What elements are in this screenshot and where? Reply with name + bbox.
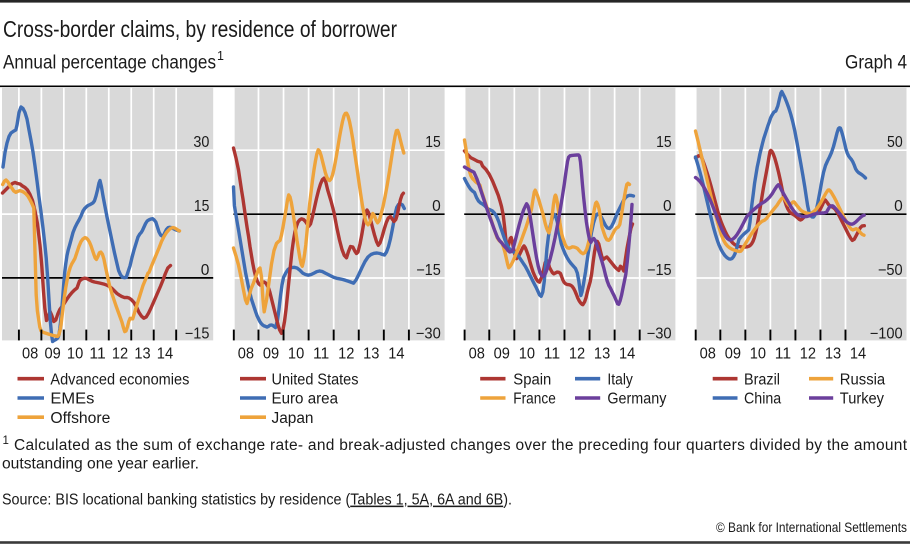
svg-text:−15: −15 [647,262,672,279]
svg-text:14: 14 [619,346,636,363]
svg-text:08: 08 [469,346,485,363]
svg-text:08: 08 [238,346,254,363]
svg-text:14: 14 [388,346,405,363]
svg-text:15: 15 [194,198,210,215]
svg-text:10: 10 [519,346,536,363]
svg-text:Russia: Russia [840,371,886,388]
svg-text:Graph 4: Graph 4 [845,52,907,73]
svg-text:09: 09 [263,346,279,363]
svg-text:13: 13 [363,346,379,363]
svg-text:Germany: Germany [607,391,666,408]
svg-text:EMEs: EMEs [50,391,94,408]
svg-text:10: 10 [67,346,84,363]
svg-text:10: 10 [750,346,767,363]
svg-text:Japan: Japan [272,410,314,427]
svg-text:Annual percentage changes: Annual percentage changes [3,52,216,73]
svg-text:−30: −30 [647,326,672,343]
svg-text:11: 11 [89,346,105,363]
svg-text:−15: −15 [185,326,210,343]
svg-text:Italy: Italy [607,371,633,388]
svg-text:Brazil: Brazil [744,371,780,388]
svg-text:Turkey: Turkey [840,391,884,408]
svg-text:Advanced economies: Advanced economies [50,371,189,388]
svg-text:30: 30 [193,134,209,151]
svg-text:Spain: Spain [513,371,551,388]
svg-text:13: 13 [134,346,150,363]
svg-text:12: 12 [338,346,354,363]
svg-text:13: 13 [594,346,610,363]
svg-text:United States: United States [272,371,359,388]
svg-text:0: 0 [663,198,672,215]
svg-text:09: 09 [494,346,510,363]
svg-text:14: 14 [850,346,867,363]
svg-text:−15: −15 [416,262,441,279]
svg-text:© Bank for International Settl: © Bank for International Settlements [716,520,907,535]
svg-text:12: 12 [112,346,128,363]
svg-text:15: 15 [656,134,672,151]
svg-text:11: 11 [775,346,791,363]
svg-text:09: 09 [44,346,60,363]
svg-text:11: 11 [313,346,329,363]
svg-text:15: 15 [425,134,441,151]
svg-text:1: 1 [217,49,224,63]
svg-text:11: 11 [544,346,560,363]
svg-text:0: 0 [201,262,210,279]
svg-text:China: China [744,391,782,408]
svg-text:10: 10 [288,346,305,363]
svg-text:0: 0 [894,198,903,215]
svg-text:−30: −30 [416,326,441,343]
svg-text:50: 50 [887,134,903,151]
svg-text:outstanding one year earlier.: outstanding one year earlier. [2,455,199,472]
svg-text:12: 12 [800,346,816,363]
svg-text:09: 09 [725,346,741,363]
svg-text:−100: −100 [870,326,903,343]
svg-text:France: France [513,391,556,408]
svg-text:13: 13 [825,346,841,363]
svg-text:Offshore: Offshore [50,410,110,427]
svg-text:08: 08 [700,346,716,363]
svg-text:12: 12 [569,346,585,363]
svg-text:Source: BIS locational banking: Source: BIS locational banking statistic… [2,492,512,509]
svg-text:0: 0 [432,198,441,215]
svg-text:08: 08 [22,346,38,363]
svg-text:Euro area: Euro area [272,391,339,408]
svg-text:14: 14 [157,346,174,363]
svg-text:1: 1 [3,435,9,447]
svg-text:Calculated as the sum of excha: Calculated as the sum of exchange rate- … [14,437,908,454]
svg-text:Cross-border claims, by reside: Cross-border claims, by residence of bor… [3,16,397,42]
svg-text:−50: −50 [878,262,903,279]
